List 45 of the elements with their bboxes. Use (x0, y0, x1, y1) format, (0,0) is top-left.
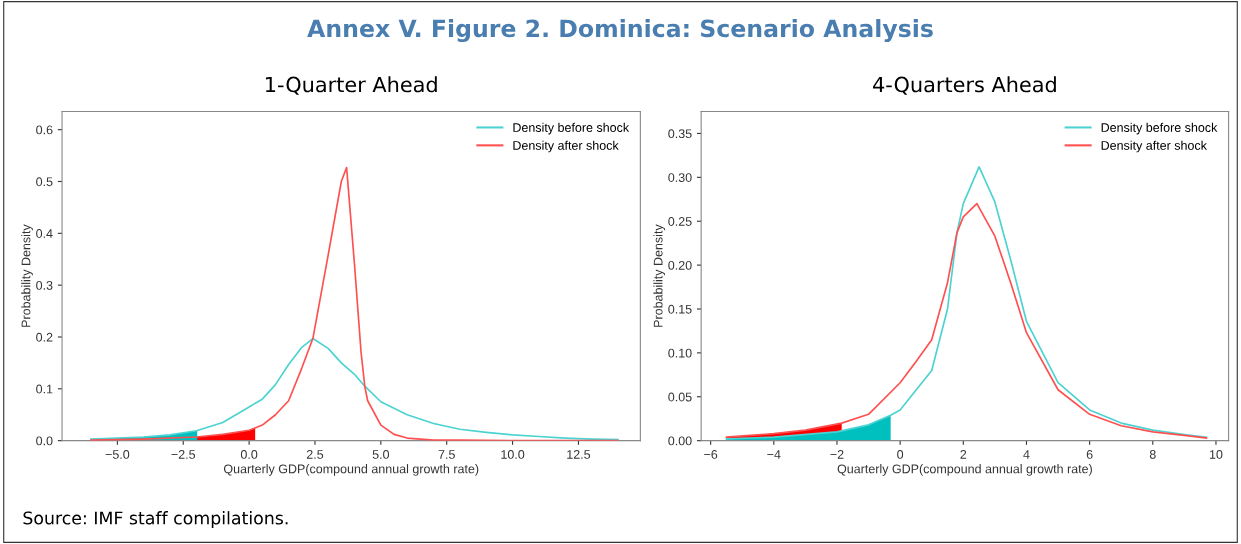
y-tick-label: 0.4 (36, 229, 53, 238)
y-tick-label: 0.20 (668, 260, 692, 270)
x-tick-label: 2 (960, 450, 967, 459)
legend-label: Density before shock (1101, 122, 1218, 135)
x-tick-label: −6 (704, 450, 718, 459)
y-tick-label: 0.5 (36, 177, 53, 187)
x-tick-label: 0 (897, 450, 904, 459)
x-tick-label: −2.5 (171, 450, 196, 459)
y-tick-label: 0.1 (36, 384, 53, 394)
y-tick-label: 0.6 (36, 125, 53, 135)
x-tick-label: 7.5 (438, 450, 455, 459)
x-tick-label: 4 (1023, 450, 1030, 459)
legend-label: Density after shock (1101, 140, 1207, 153)
y-tick-label: 0.15 (668, 304, 692, 314)
x-tick-label: 8 (1149, 450, 1156, 459)
y-tick-label: 0.2 (36, 332, 53, 342)
y-axis-title: Probability Density (653, 224, 666, 327)
x-tick-label: −4 (767, 450, 781, 459)
chart-title: 4-Quarters Ahead (873, 76, 1056, 95)
y-tick-label: 0.00 (668, 436, 692, 446)
y-tick-label: 0.25 (668, 217, 692, 226)
y-axis-title: Probability Density (21, 224, 33, 327)
y-tick-label: 0.30 (668, 173, 692, 182)
x-tick-label: −5.0 (105, 450, 130, 459)
x-tick-label: 10 (1209, 450, 1223, 459)
x-axis-title: Quarterly GDP(compound annual growth rate) (223, 464, 479, 476)
x-tick-label: 6 (1086, 450, 1093, 459)
x-tick-label: 0.0 (240, 450, 258, 459)
line-series (90, 337, 619, 441)
y-tick-label: 0.05 (668, 392, 692, 402)
x-tick-label: −2 (830, 450, 844, 459)
y-tick-label: 0.10 (668, 348, 692, 358)
x-tick-label: 10.0 (501, 450, 525, 459)
y-tick-label: 0.0 (36, 436, 53, 446)
x-axis-title: Quarterly GDP(compound annual growth rate) (837, 464, 1092, 476)
legend-label: Density after shock (513, 140, 619, 153)
source-note: Source: IMF staff compilations. (23, 511, 288, 528)
text: Annex V. Figure 2. Dominica: Scenario Analysis (307, 19, 933, 43)
x-tick-label: 5.0 (372, 450, 390, 459)
y-tick-label: 0.35 (668, 129, 692, 139)
y-tick-label: 0.3 (36, 280, 53, 290)
x-tick-label: 12.5 (567, 450, 591, 459)
x-tick-label: 2.5 (306, 450, 324, 459)
legend-label: Density before shock (513, 122, 630, 135)
chart-title: 1-Quarter Ahead (266, 76, 437, 95)
